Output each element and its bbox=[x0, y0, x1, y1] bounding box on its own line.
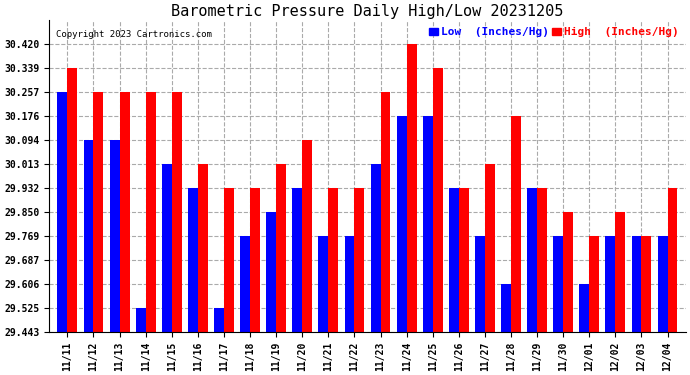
Bar bbox=[553, 236, 563, 332]
Bar bbox=[459, 188, 469, 332]
Bar bbox=[318, 236, 328, 332]
Bar bbox=[380, 92, 391, 332]
Bar bbox=[57, 92, 68, 332]
Bar bbox=[146, 92, 156, 332]
Bar bbox=[449, 188, 459, 332]
Bar bbox=[511, 116, 521, 332]
Title: Barometric Pressure Daily High/Low 20231205: Barometric Pressure Daily High/Low 20231… bbox=[171, 4, 564, 19]
Bar bbox=[224, 188, 234, 332]
Bar bbox=[406, 44, 417, 332]
Bar bbox=[475, 236, 485, 332]
Bar bbox=[328, 188, 338, 332]
Legend: Low  (Inches/Hg), High  (Inches/Hg): Low (Inches/Hg), High (Inches/Hg) bbox=[428, 26, 680, 38]
Bar bbox=[642, 236, 651, 332]
Bar bbox=[667, 188, 678, 332]
Bar bbox=[94, 92, 104, 332]
Bar bbox=[110, 140, 119, 332]
Bar bbox=[119, 92, 130, 332]
Text: Copyright 2023 Cartronics.com: Copyright 2023 Cartronics.com bbox=[55, 30, 211, 39]
Bar bbox=[266, 212, 276, 332]
Bar bbox=[371, 164, 380, 332]
Bar bbox=[658, 236, 667, 332]
Bar bbox=[397, 116, 406, 332]
Bar bbox=[293, 188, 302, 332]
Bar bbox=[136, 308, 146, 332]
Bar bbox=[423, 116, 433, 332]
Bar bbox=[188, 188, 198, 332]
Bar bbox=[302, 140, 312, 332]
Bar bbox=[214, 308, 224, 332]
Bar bbox=[485, 164, 495, 332]
Bar bbox=[162, 164, 172, 332]
Bar bbox=[631, 236, 642, 332]
Bar bbox=[605, 236, 615, 332]
Bar bbox=[240, 236, 250, 332]
Bar bbox=[580, 284, 589, 332]
Bar bbox=[172, 92, 181, 332]
Bar bbox=[537, 188, 547, 332]
Bar bbox=[501, 284, 511, 332]
Bar bbox=[563, 212, 573, 332]
Bar bbox=[83, 140, 94, 332]
Bar bbox=[589, 236, 599, 332]
Bar bbox=[355, 188, 364, 332]
Bar bbox=[527, 188, 537, 332]
Bar bbox=[276, 164, 286, 332]
Bar bbox=[344, 236, 355, 332]
Bar bbox=[68, 68, 77, 332]
Bar bbox=[198, 164, 208, 332]
Bar bbox=[250, 188, 260, 332]
Bar bbox=[433, 68, 443, 332]
Bar bbox=[615, 212, 625, 332]
